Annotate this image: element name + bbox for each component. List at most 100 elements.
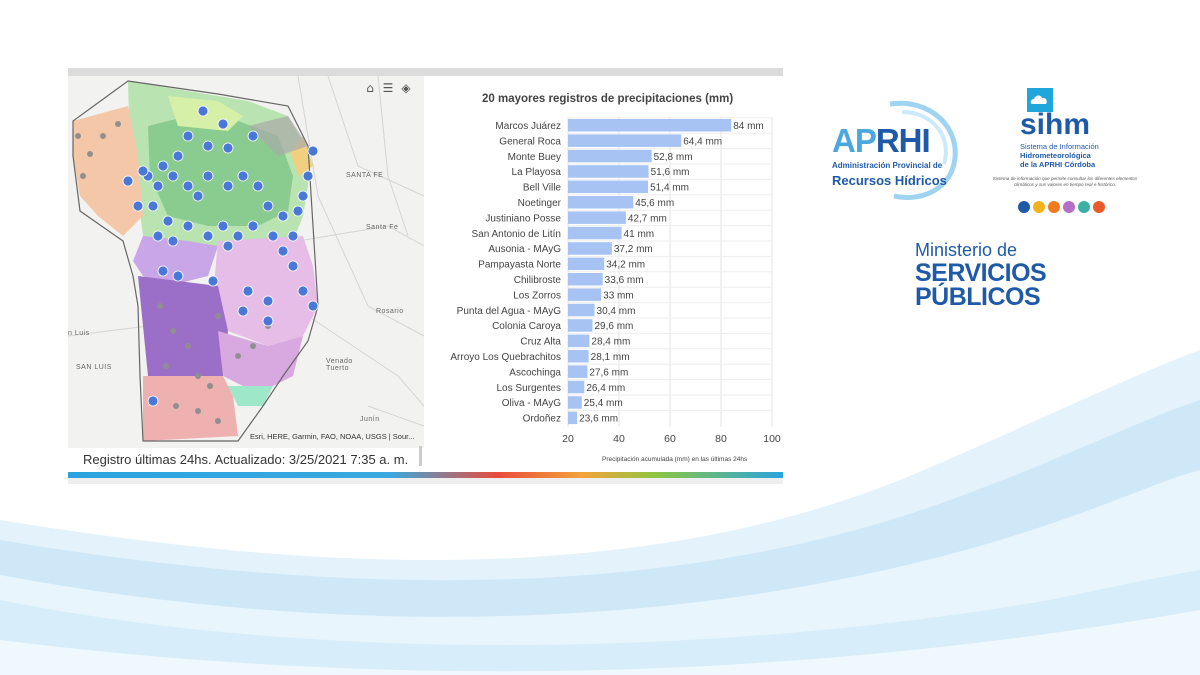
category-label: Ausonia - MAyG [488, 244, 561, 255]
bar[interactable] [568, 180, 649, 194]
precipitation-chart: 20 mayores registros de precipitaciones … [450, 93, 781, 463]
value-label: 23,6 mm [579, 414, 618, 425]
x-tick-label: 80 [715, 433, 727, 445]
category-label: Chilibroste [514, 275, 562, 286]
bar[interactable] [568, 411, 578, 425]
map-label-san-luis-city: n Luis [68, 330, 90, 337]
bar[interactable] [568, 380, 585, 394]
x-axis-title: Precipitación acumulada (mm) en las últi… [602, 456, 748, 463]
sihm-description: Sistema de información que permite consu… [992, 176, 1138, 187]
bar[interactable] [568, 350, 589, 363]
category-label: Marcos Juárez [495, 121, 561, 132]
category-label: La Playosa [512, 167, 562, 178]
aprhi-wordmark: APRHI [832, 122, 931, 159]
update-footer: Registro últimas 24hs. Actualizado: 3/25… [83, 452, 409, 467]
aprhi-subtitle: Administración Provincial de [832, 161, 943, 170]
value-label: 30,4 mm [597, 306, 636, 317]
category-label: Noetinger [518, 198, 562, 209]
map-label-rosario: Rosario [376, 308, 404, 315]
sihm-wordmark: sihm [1020, 108, 1091, 141]
value-label: 42,7 mm [628, 213, 667, 224]
bar[interactable] [568, 226, 622, 240]
sihm-subtitle: Sistema de Información Hidrometeorológic… [1020, 142, 1099, 169]
bar[interactable] [568, 334, 590, 348]
home-icon[interactable]: ⌂ [366, 81, 374, 95]
chart-title: 20 mayores registros de precipitaciones … [482, 93, 733, 105]
bar[interactable] [568, 288, 602, 301]
logos-area: APRHI Administración Provincial de Recur… [830, 80, 1170, 320]
gauge-icon [1093, 201, 1105, 213]
scrollbar[interactable] [419, 446, 422, 466]
category-label: Los Surgentes [497, 383, 562, 394]
rain-icon [1063, 201, 1075, 213]
aprhi-subtitle-2: Recursos Hídricos [832, 173, 947, 188]
value-label: 28,1 mm [591, 352, 630, 363]
bar[interactable] [568, 273, 603, 286]
bar[interactable] [568, 196, 634, 209]
category-label: Pampayasta Norte [478, 260, 561, 271]
category-label: Arroyo Los Quebrachitos [450, 352, 561, 363]
thermometer-icon [1048, 201, 1060, 213]
value-label: 37,2 mm [614, 244, 653, 255]
bar[interactable] [568, 257, 605, 271]
bar[interactable] [568, 149, 652, 163]
value-label: 64,4 mm [683, 136, 722, 147]
map-label-santa-fe: SANTA FE [346, 172, 384, 179]
value-label: 52,8 mm [654, 152, 693, 163]
category-label: Cruz Alta [520, 337, 561, 348]
category-label: Justiniano Posse [485, 213, 561, 224]
bar[interactable] [568, 242, 612, 255]
value-label: 28,4 mm [591, 337, 630, 348]
bar[interactable] [568, 211, 626, 224]
category-label: Punta del Agua - MAyG [457, 306, 562, 317]
bar[interactable] [568, 165, 649, 178]
map-attribution: Esri, HERE, Garmin, FAO, NOAA, USGS | So… [250, 432, 415, 441]
bar[interactable] [568, 134, 682, 147]
bar[interactable] [568, 319, 593, 332]
map-label-san-luis: SAN LUIS [76, 364, 112, 371]
aprhi-logo: APRHI Administración Provincial de Recur… [830, 100, 970, 200]
category-label: Ascochinga [509, 367, 561, 378]
color-strip [68, 472, 783, 484]
category-label: Oliva - MAyG [502, 398, 561, 409]
bar[interactable] [568, 365, 588, 378]
ministerio-line-2: SERVICIOS [915, 259, 1047, 287]
bars [568, 119, 732, 425]
layers-icon[interactable]: ◈ [401, 81, 411, 95]
wind-icon [1078, 201, 1090, 213]
category-label: Ordoñez [523, 414, 561, 425]
category-label: Monte Buey [508, 152, 561, 163]
x-tick-label: 40 [613, 433, 625, 445]
map-toolbar: ⌂ ☰ ◈ [362, 80, 414, 96]
sihm-icon-row [1018, 201, 1105, 213]
value-label: 51,4 mm [650, 183, 689, 194]
grid-lines [567, 117, 773, 427]
ministerio-line-1: Ministerio de [915, 240, 1018, 260]
bar[interactable] [568, 119, 732, 132]
bar[interactable] [568, 396, 582, 409]
map-panel[interactable]: ⌂ ☰ ◈ SANTA FE Santa Fe Rosario SAN LUIS… [68, 76, 424, 448]
province-map[interactable] [68, 76, 424, 448]
value-label: 33 mm [603, 290, 634, 301]
category-label: Colonia Caroya [492, 321, 561, 332]
value-label: 41 mm [624, 229, 655, 240]
category-label: General Roca [499, 136, 561, 147]
value-label: 51,6 mm [651, 167, 690, 178]
x-tick-label: 100 [763, 433, 781, 445]
value-label: 25,4 mm [584, 398, 623, 409]
value-label: 26,4 mm [586, 383, 625, 394]
cloud-icon [1027, 88, 1053, 112]
category-label: Bell Ville [523, 183, 562, 194]
value-label: 34,2 mm [606, 260, 645, 271]
value-label: 84 mm [733, 121, 764, 132]
map-label-venado-tuerto: Venado Tuerto [326, 358, 353, 372]
ministerio-logo: Ministerio de SERVICIOS PÚBLICOS [915, 240, 1047, 310]
bar[interactable] [568, 303, 595, 317]
list-icon[interactable]: ☰ [382, 81, 394, 95]
sun-icon [1033, 201, 1045, 213]
value-label: 29,6 mm [594, 321, 633, 332]
dashboard-panel: ⌂ ☰ ◈ SANTA FE Santa Fe Rosario SAN LUIS… [68, 68, 783, 484]
x-tick-label: 20 [562, 433, 574, 445]
category-label: San Antonio de Litín [471, 229, 561, 240]
